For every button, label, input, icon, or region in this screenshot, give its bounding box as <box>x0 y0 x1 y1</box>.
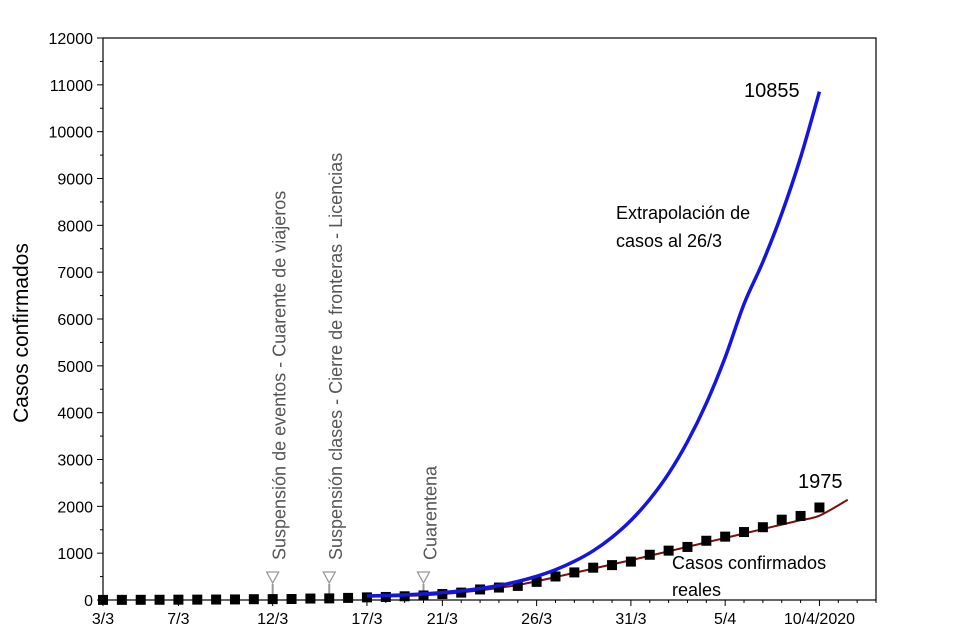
data-point <box>512 580 523 591</box>
y-axis-title: Casos confirmados <box>10 243 33 423</box>
y-axis: 0 1000 2000 3000 4000 5000 6000 7000 8000 9000 100… <box>49 31 103 610</box>
data-point <box>154 594 165 605</box>
data-point <box>211 594 222 605</box>
data-point <box>493 582 504 593</box>
data-point <box>569 567 580 578</box>
event-marker-triangle <box>322 571 337 585</box>
last-label: 1975 <box>798 471 843 493</box>
y-tick-label: 12000 <box>49 31 94 48</box>
x-tick-label: 31/3 <box>615 611 646 628</box>
data-point <box>814 502 825 513</box>
data-point <box>776 514 787 525</box>
data-point <box>663 545 674 556</box>
extrapolation-label-line1: Extrapolación de <box>616 203 750 223</box>
annotations: Casos confirmados 10855 1975 Extrapolaci… <box>10 80 843 600</box>
data-point <box>550 571 561 582</box>
data-point <box>98 594 108 605</box>
data-point <box>173 594 184 605</box>
data-point <box>343 592 354 603</box>
plot-frame <box>102 37 877 601</box>
data-point <box>267 594 278 605</box>
data-point <box>644 549 655 560</box>
data-point <box>720 531 731 542</box>
reales-label-line1: Casos confirmados <box>672 553 826 573</box>
data-point <box>229 594 240 605</box>
y-tick-label: 3000 <box>57 453 93 470</box>
y-tick-label: 1000 <box>57 546 93 563</box>
data-point <box>701 535 712 546</box>
event-label: Suspensión clases - Cierre de fronteras … <box>326 153 346 560</box>
peak-label: 10855 <box>744 80 800 102</box>
data-point <box>116 594 127 605</box>
extrapolation-label-line2: casos al 26/3 <box>616 231 722 251</box>
y-tick-label: 5000 <box>57 359 93 376</box>
y-tick-label: 2000 <box>57 499 93 516</box>
event-marker-triangle <box>416 571 431 585</box>
x-tick-label: 17/3 <box>351 611 382 628</box>
x-tick-label: 21/3 <box>427 611 458 628</box>
data-point <box>795 510 806 521</box>
x-axis: 3/3 7/3 12/3 17/3 21/3 26/3 31/3 5/4 10/4/2020 <box>92 600 877 628</box>
x-tick-label: 7/3 <box>167 611 189 628</box>
y-tick-label: 6000 <box>57 312 93 329</box>
data-point <box>135 594 146 605</box>
y-tick-label: 10000 <box>49 125 94 142</box>
y-tick-label: 11000 <box>50 78 93 95</box>
extrapolation-series-line <box>366 91 822 598</box>
data-point <box>324 593 335 604</box>
event-label: Cuarentena <box>421 465 441 560</box>
y-tick-label: 9000 <box>57 172 93 189</box>
data-point <box>625 556 636 567</box>
y-tick-label: 4000 <box>57 406 93 423</box>
event-markers: Suspensión de eventos - Cuarente de viaj… <box>265 153 441 600</box>
data-point <box>607 560 618 571</box>
data-point <box>361 592 372 603</box>
x-tick-label: 5/4 <box>714 611 736 628</box>
y-tick-label: 0 <box>84 593 93 610</box>
x-tick-label: 3/3 <box>92 611 114 628</box>
event-label: Suspensión de eventos - Cuarente de viaj… <box>270 191 290 560</box>
data-point <box>286 594 297 605</box>
data-point <box>757 522 768 533</box>
reales-label-line2: reales <box>672 580 721 600</box>
x-tick-label: 10/4/2020 <box>784 611 855 628</box>
data-point <box>248 594 259 605</box>
y-tick-label: 8000 <box>57 218 93 235</box>
data-point <box>739 527 750 538</box>
data-point <box>531 576 542 587</box>
plot-border <box>102 37 877 601</box>
event-marker-triangle <box>265 571 280 585</box>
series-group <box>98 91 849 605</box>
y-tick-label: 7000 <box>57 265 93 282</box>
data-point <box>305 593 316 604</box>
x-tick-label: 12/3 <box>257 611 288 628</box>
x-tick-label: 26/3 <box>521 611 552 628</box>
data-point <box>192 594 203 605</box>
data-point <box>682 541 693 552</box>
data-point <box>588 562 599 573</box>
